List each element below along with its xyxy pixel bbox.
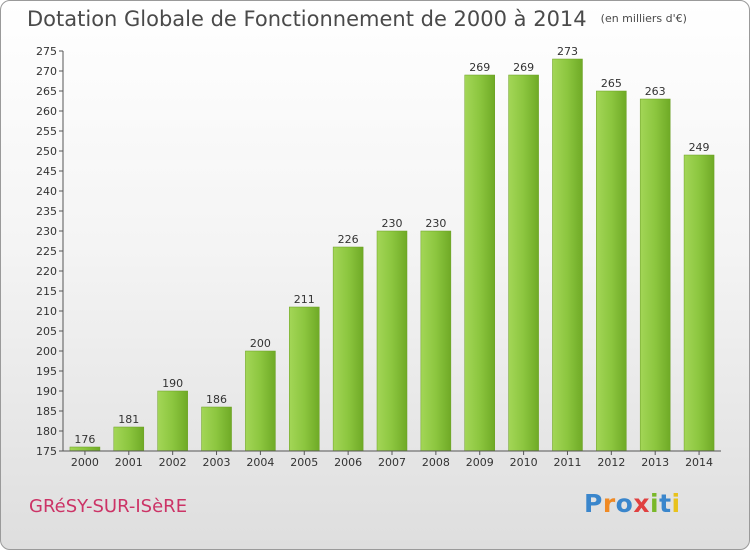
bar-2002 (157, 390, 188, 452)
x-tick-label-2000: 2000 (71, 456, 99, 469)
bar-2004 (245, 350, 276, 452)
value-label-2005: 211 (294, 293, 315, 306)
bar-2005 (289, 306, 320, 452)
bar-2008 (420, 230, 452, 452)
logo-letter: x (633, 489, 650, 518)
logo-letter: i (671, 489, 681, 518)
y-tick-label: 180 (36, 425, 57, 438)
value-label-2002: 190 (162, 377, 183, 390)
x-tick-label-2005: 2005 (290, 456, 318, 469)
y-tick-label: 250 (36, 145, 57, 158)
x-tick-label-2002: 2002 (159, 456, 187, 469)
bar-2006 (332, 246, 364, 452)
y-tick-label: 270 (36, 65, 57, 78)
x-tick-label-2013: 2013 (641, 456, 669, 469)
value-label-2003: 186 (206, 393, 227, 406)
commune-name: GRéSY-SUR-ISèRE (29, 496, 188, 517)
x-tick-label-2014: 2014 (685, 456, 713, 469)
x-tick-label-2004: 2004 (246, 456, 274, 469)
x-tick-label-2011: 2011 (553, 456, 581, 469)
y-tick-label: 185 (36, 405, 57, 418)
y-tick-label: 240 (36, 185, 57, 198)
value-label-2004: 200 (250, 337, 271, 350)
x-axis: 2000 2001 2002 2003 2004 2005 2006 2007 2008 2009… (63, 450, 721, 469)
bar-2003 (201, 406, 232, 452)
bar-2014 (683, 154, 715, 452)
y-tick-label: 245 (36, 165, 57, 178)
y-axis: 175 180 185 190 195 200 205 210 215 220 225 230 235 2… (36, 45, 64, 458)
y-tick-label: 215 (36, 285, 57, 298)
bar-2013 (639, 98, 671, 452)
logo-letter: P (584, 489, 603, 518)
bar-2009 (464, 74, 495, 452)
value-label-2013: 263 (645, 85, 666, 98)
y-tick-label: 225 (36, 245, 57, 258)
value-label-2011: 273 (557, 45, 578, 58)
logo-letter: r (602, 489, 616, 518)
y-tick-label: 190 (36, 385, 57, 398)
chart-title: Dotation Globale de Fonctionnement de 20… (27, 7, 687, 31)
y-tick-label: 195 (36, 365, 57, 378)
y-tick-label: 260 (36, 105, 57, 118)
x-tick-label-2006: 2006 (334, 456, 362, 469)
logo-letter: t (659, 489, 672, 518)
x-tick-label-2008: 2008 (422, 456, 450, 469)
x-tick-label-2003: 2003 (203, 456, 231, 469)
y-tick-label: 265 (36, 85, 57, 98)
y-tick-label: 200 (36, 345, 57, 358)
y-tick-label: 220 (36, 265, 57, 278)
bar-2010 (508, 74, 539, 452)
value-label-2008: 230 (425, 217, 446, 230)
x-tick-label-2012: 2012 (597, 456, 625, 469)
bar-2012 (596, 90, 627, 452)
logo-letter: i (650, 489, 660, 518)
y-tick-label: 255 (36, 125, 57, 138)
value-label-2010: 269 (513, 61, 534, 74)
bar-2011 (552, 58, 583, 452)
chart-title-text: Dotation Globale de Fonctionnement de 20… (27, 7, 587, 31)
value-label-2006: 226 (338, 233, 359, 246)
value-label-2014: 249 (689, 141, 710, 154)
y-tick-label: 235 (36, 205, 57, 218)
y-tick-label: 230 (36, 225, 57, 238)
bar-2007 (376, 230, 408, 452)
bar-2001 (113, 426, 145, 452)
x-tick-label-2001: 2001 (115, 456, 143, 469)
y-tick-label: 275 (36, 45, 57, 58)
x-tick-label-2009: 2009 (466, 456, 494, 469)
value-label-2007: 230 (382, 217, 403, 230)
value-label-2001: 181 (118, 413, 139, 426)
bar-2000 (69, 446, 101, 452)
y-tick-label: 210 (36, 305, 57, 318)
y-tick-label: 175 (36, 445, 57, 458)
x-tick-label-2010: 2010 (510, 456, 538, 469)
value-label-2012: 265 (601, 77, 622, 90)
unit-note: (en milliers d'€) (600, 12, 687, 25)
x-tick-label-2007: 2007 (378, 456, 406, 469)
value-label-2000: 176 (74, 433, 95, 446)
value-label-2009: 269 (469, 61, 490, 74)
logo-letter: o (615, 489, 634, 518)
bars-group: 176 181 190 186 200 211 226 230 230 269 269 273 265 2… (69, 45, 715, 452)
proxiti-logo: Proxiti (584, 489, 681, 518)
y-tick-label: 205 (36, 325, 57, 338)
